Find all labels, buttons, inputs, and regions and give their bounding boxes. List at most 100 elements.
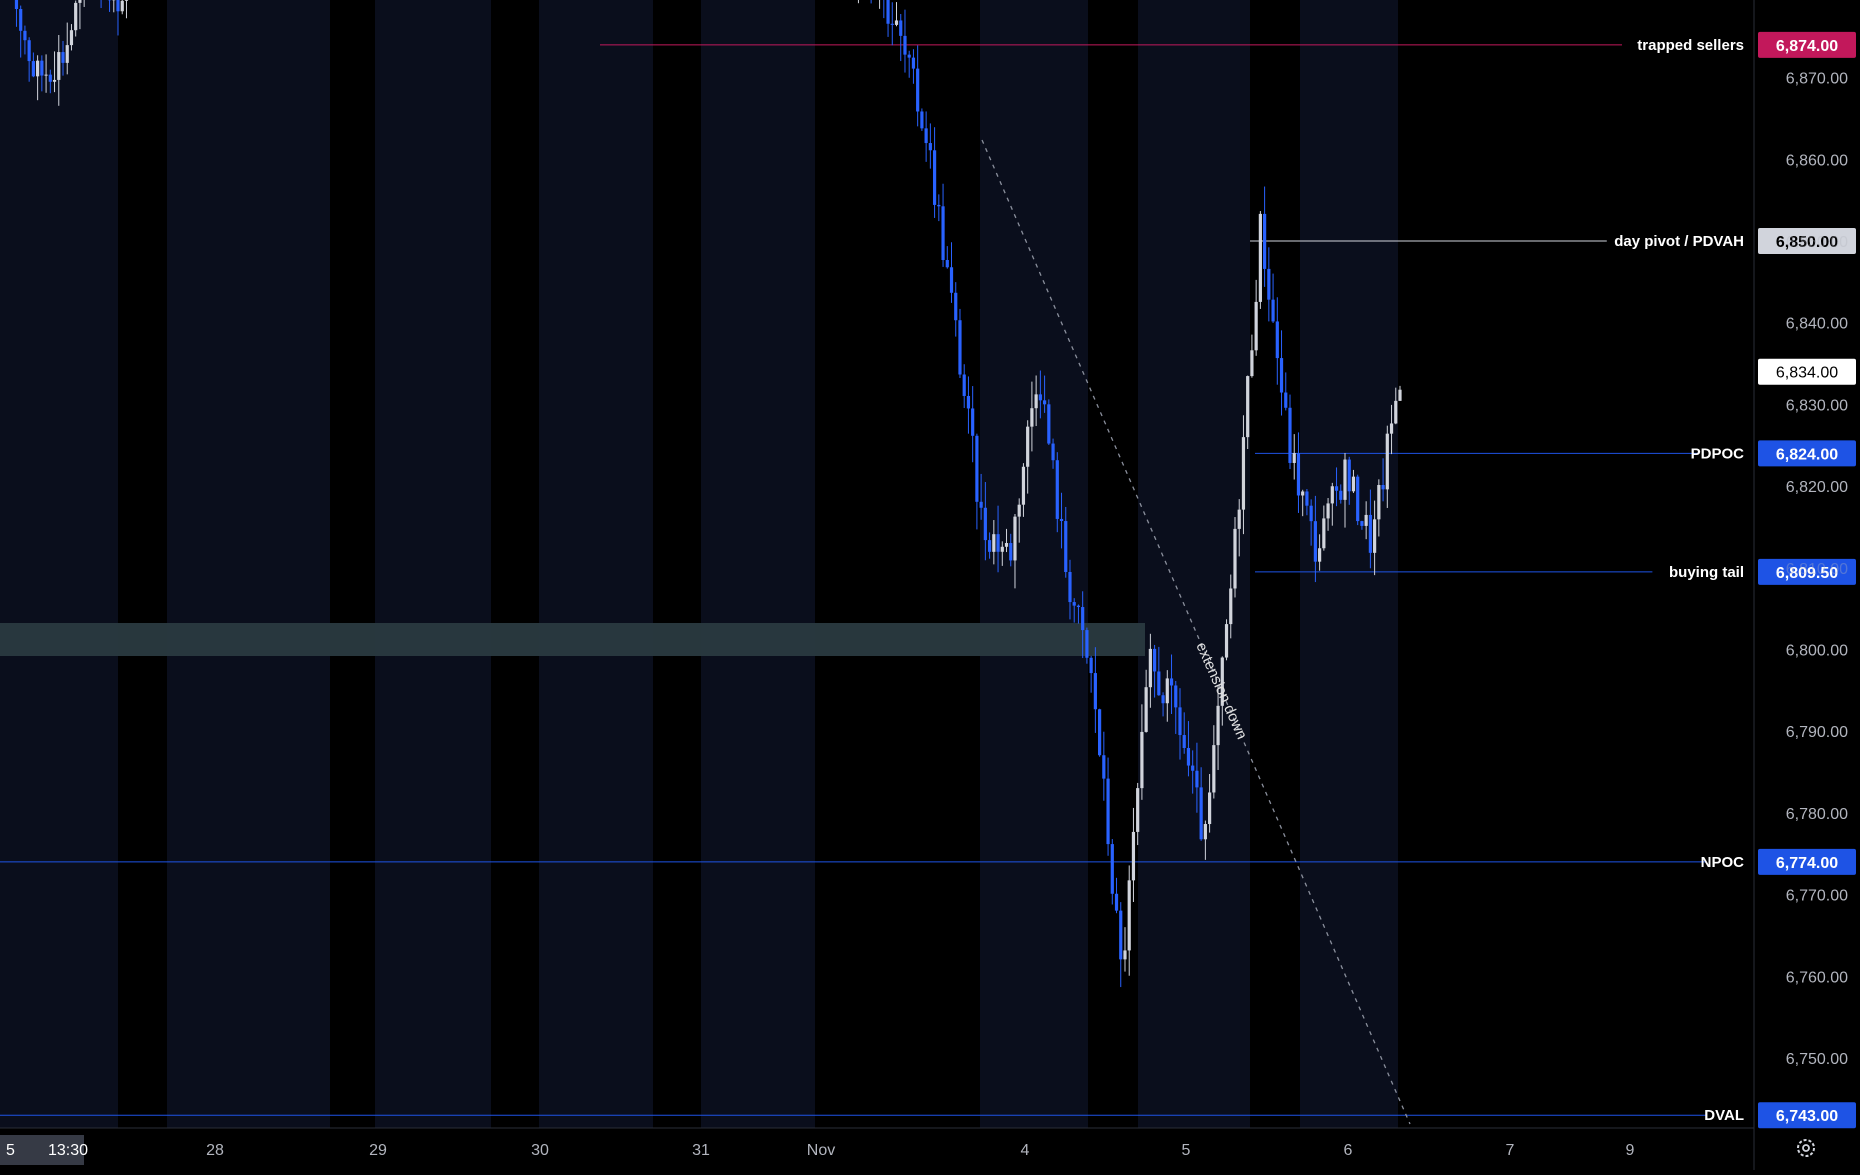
candle-body xyxy=(963,375,966,396)
candle-body xyxy=(1035,394,1038,408)
level-name-label: trapped sellers xyxy=(1637,37,1744,54)
candle-body xyxy=(1115,894,1118,911)
time-tick-label: 13:30 xyxy=(48,1142,88,1159)
candle-body xyxy=(1111,844,1114,894)
candle-body xyxy=(78,0,81,3)
candle-body xyxy=(891,24,894,25)
level-name-label: DVAL xyxy=(1704,1107,1744,1124)
candle-body xyxy=(1009,543,1012,560)
candle-body xyxy=(916,69,919,112)
candle-body xyxy=(1386,434,1389,490)
candle-body xyxy=(125,0,128,1)
candle-body xyxy=(1161,695,1164,703)
candle-body xyxy=(950,267,953,293)
price-tick-label: 6,840.00 xyxy=(1786,316,1848,333)
candle-body xyxy=(1026,427,1029,467)
price-tick-label: 6,770.00 xyxy=(1786,888,1848,905)
candle-body xyxy=(61,52,64,63)
candle-body xyxy=(1216,706,1219,745)
level-name-label: PDPOC xyxy=(1691,445,1745,462)
price-tick-label: 6,870.00 xyxy=(1786,71,1848,88)
candle-body xyxy=(1098,709,1101,755)
candle-body xyxy=(1145,687,1148,732)
candle-body xyxy=(1394,401,1397,424)
candle-body xyxy=(1352,477,1355,492)
candle-body xyxy=(1238,510,1241,529)
price-tick-label: 6,800.00 xyxy=(1786,643,1848,660)
candle-body xyxy=(1005,543,1008,547)
level-price-label: 6,743.00 xyxy=(1776,1108,1838,1125)
candle-body xyxy=(1377,485,1380,519)
candle-body xyxy=(1314,521,1317,562)
candle-body xyxy=(1335,486,1338,490)
time-tick-label: 9 xyxy=(1626,1142,1635,1159)
time-tick-label: 30 xyxy=(531,1142,549,1159)
candle-body xyxy=(1280,358,1283,392)
candle-body xyxy=(992,534,995,552)
candle-body xyxy=(1064,521,1067,572)
price-tick-label: 6,810.00 xyxy=(1786,561,1848,578)
candle-body xyxy=(1022,467,1025,505)
supply-demand-zone xyxy=(0,623,1145,656)
candle-body xyxy=(1310,506,1313,521)
candle-body xyxy=(1356,477,1359,521)
candle-body xyxy=(1128,880,1131,950)
session-band xyxy=(0,0,118,1128)
time-tick-label: 31 xyxy=(692,1142,710,1159)
candle-body xyxy=(1178,707,1181,735)
candle-body xyxy=(57,52,60,80)
candle-body xyxy=(1204,824,1207,839)
candle-body xyxy=(912,58,915,69)
candle-body xyxy=(1073,602,1076,606)
price-tick-label: 6,820.00 xyxy=(1786,479,1848,496)
session-band xyxy=(375,0,491,1128)
candle-body xyxy=(903,36,906,55)
price-tick-label: 6,830.00 xyxy=(1786,397,1848,414)
candle-body xyxy=(1369,515,1372,553)
candle-body xyxy=(1208,792,1211,824)
candle-body xyxy=(1149,649,1152,687)
candle-body xyxy=(1339,491,1342,500)
candle-body xyxy=(967,396,970,408)
candle-body xyxy=(1090,658,1093,673)
session-band xyxy=(167,0,330,1128)
candle-body xyxy=(66,45,69,63)
time-tick-label: 29 xyxy=(369,1142,387,1159)
candle-body xyxy=(1343,460,1346,500)
candle-body xyxy=(946,260,949,267)
level-name-label: buying tail xyxy=(1669,564,1744,581)
candle-body xyxy=(1301,491,1304,495)
candle-body xyxy=(1119,911,1122,960)
candle-body xyxy=(1326,503,1329,518)
candle-body xyxy=(908,55,911,58)
time-tick-label: 7 xyxy=(1506,1142,1515,1159)
candle-body xyxy=(988,540,991,552)
price-tick-label: 6,790.00 xyxy=(1786,724,1848,741)
candle-body xyxy=(1018,505,1021,517)
candle-body xyxy=(1297,453,1300,495)
time-tick-label: 4 xyxy=(1021,1142,1030,1159)
candle-body xyxy=(36,61,39,77)
price-tick-label: 6,760.00 xyxy=(1786,969,1848,986)
candle-body xyxy=(1051,444,1054,461)
candle-body xyxy=(1094,673,1097,709)
candle-body xyxy=(1106,779,1109,844)
candle-body xyxy=(1191,766,1194,771)
candle-body xyxy=(1360,521,1363,526)
candle-body xyxy=(1381,485,1384,489)
level-price-label: 6,824.00 xyxy=(1776,446,1838,463)
candle-body xyxy=(1157,671,1160,695)
candle-body xyxy=(74,3,77,30)
candle-body xyxy=(1233,529,1236,589)
candle-body xyxy=(1030,408,1033,426)
candle-body xyxy=(1246,376,1249,437)
candle-body xyxy=(899,20,902,35)
candle-body xyxy=(1102,755,1105,778)
candle-body xyxy=(886,0,889,24)
level-price-label: 6,774.00 xyxy=(1776,855,1838,872)
session-band xyxy=(701,0,815,1128)
candle-body xyxy=(1081,607,1084,630)
candle-body xyxy=(116,0,119,11)
